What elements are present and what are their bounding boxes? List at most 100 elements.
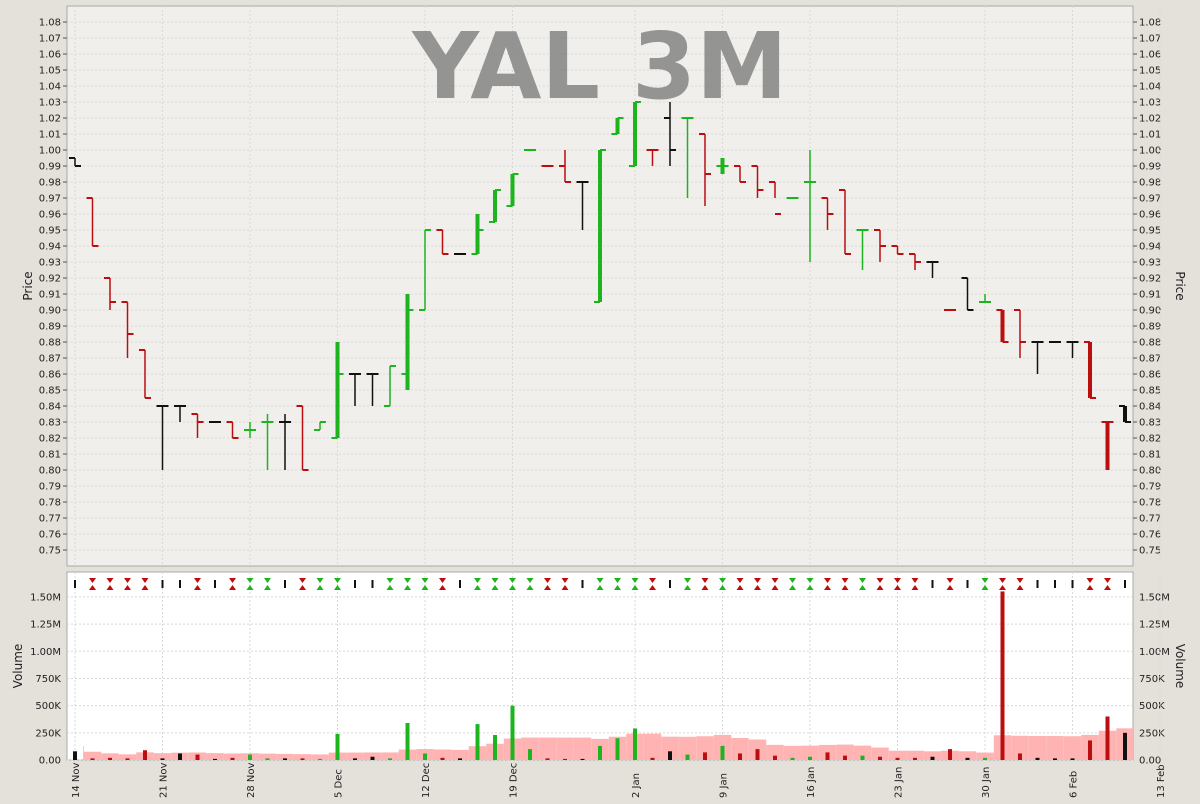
date-tick-label: 6 Feb — [1069, 771, 1080, 798]
up-arrow-marker — [894, 585, 901, 590]
volume-band-upper — [853, 745, 872, 760]
up-arrow-marker — [544, 585, 551, 590]
down-arrow-marker — [631, 578, 639, 583]
down-arrow-marker — [334, 578, 341, 583]
up-arrow-marker — [719, 585, 726, 590]
up-arrow-marker — [596, 585, 604, 590]
volume-tick-label-left: 250K — [35, 728, 61, 739]
price-tick-label-left: 0.95 — [39, 226, 61, 237]
up-arrow-marker — [474, 585, 481, 590]
volume-bar — [895, 757, 900, 760]
volume-bar — [720, 745, 725, 760]
volume-band-upper — [101, 753, 119, 760]
volume-band-upper — [766, 744, 784, 760]
volume-bar — [195, 754, 200, 760]
price-tick-label-left: 0.81 — [39, 450, 61, 461]
volume-band-upper — [801, 745, 819, 760]
price-tick-label-left: 1.08 — [39, 18, 61, 29]
price-tick-label-left: 0.86 — [39, 370, 61, 381]
price-tick-label-left: 1.04 — [39, 82, 61, 93]
price-tick-label-left: 0.99 — [39, 162, 61, 173]
volume-bar — [773, 755, 777, 760]
volume-bar — [1000, 591, 1005, 760]
up-arrow-marker — [561, 585, 569, 590]
volume-axis-title-left: Volume — [11, 644, 25, 689]
price-tick-label-right: 1.02 — [1139, 114, 1161, 125]
price-tick-label-left: 0.75 — [39, 546, 61, 557]
volume-bar — [948, 749, 952, 760]
up-arrow-marker — [736, 585, 744, 590]
down-arrow-marker — [999, 578, 1006, 583]
up-arrow-marker — [1016, 585, 1024, 590]
date-tick-label: 16 Jan — [806, 767, 817, 798]
volume-band-upper — [83, 746, 84, 760]
price-tick-label-right: 0.80 — [1139, 466, 1161, 477]
down-arrow-marker — [981, 578, 989, 583]
volume-tick-label-right: 750K — [1139, 674, 1165, 685]
volume-band-upper — [783, 745, 802, 760]
volume-band-upper — [363, 752, 382, 760]
volume-bar — [983, 757, 987, 760]
date-tick-label: 9 Jan — [719, 773, 730, 798]
volume-band-upper — [888, 750, 907, 760]
price-tick-label-left: 0.88 — [39, 338, 61, 349]
up-arrow-marker — [141, 585, 149, 590]
price-tick-label-right: 0.97 — [1139, 194, 1161, 205]
price-tick-label-right: 0.92 — [1139, 274, 1161, 285]
volume-bar — [510, 705, 515, 760]
price-tick-label-left: 0.96 — [39, 210, 61, 221]
price-tick-label-right: 0.94 — [1139, 242, 1161, 253]
down-arrow-marker — [404, 578, 411, 583]
volume-bar — [843, 755, 847, 760]
up-arrow-marker — [334, 585, 341, 590]
volume-bar — [90, 758, 95, 760]
down-arrow-marker — [754, 578, 761, 583]
up-arrow-marker — [614, 585, 621, 590]
volume-band-upper — [573, 737, 592, 760]
up-arrow-marker — [1104, 585, 1111, 590]
volume-tick-label-left: 500K — [35, 701, 61, 712]
down-arrow-marker — [194, 578, 201, 583]
down-arrow-marker — [439, 578, 446, 583]
volume-band-upper — [451, 749, 469, 760]
volume-bar — [930, 756, 935, 760]
volume-bar — [178, 753, 182, 760]
volume-bar — [668, 751, 672, 760]
volume-panel — [66, 571, 1134, 761]
volume-bar — [615, 738, 620, 760]
volume-band-upper — [643, 733, 662, 760]
volume-bar — [73, 751, 77, 760]
volume-bar — [300, 758, 305, 760]
volume-bar — [825, 752, 830, 760]
volume-band-upper — [538, 737, 557, 760]
price-axis-title-right: Price — [1173, 271, 1187, 300]
volume-bar — [493, 734, 497, 760]
down-arrow-marker — [841, 578, 849, 583]
down-arrow-marker — [89, 578, 96, 583]
up-arrow-marker — [701, 585, 709, 590]
volume-band-upper — [696, 736, 714, 760]
date-tick-label: 19 Dec — [509, 763, 520, 798]
price-tick-label-left: 0.87 — [39, 354, 61, 365]
volume-tick-label-right: 250K — [1139, 728, 1165, 739]
price-tick-label-right: 0.86 — [1139, 370, 1161, 381]
volume-axis-title-right: Volume — [1173, 644, 1187, 689]
down-arrow-marker — [526, 578, 534, 583]
up-arrow-marker — [859, 585, 866, 590]
volume-bar — [1053, 758, 1057, 760]
price-tick-label-right: 0.90 — [1139, 306, 1161, 317]
down-arrow-marker — [701, 578, 709, 583]
price-tick-label-left: 1.03 — [39, 98, 61, 109]
volume-bar — [108, 757, 112, 760]
up-arrow-marker — [106, 585, 114, 590]
up-arrow-marker — [981, 585, 989, 590]
up-arrow-marker — [124, 585, 131, 590]
down-arrow-marker — [421, 578, 429, 583]
up-arrow-marker — [316, 585, 324, 590]
volume-band-upper — [1046, 736, 1064, 760]
volume-bar — [475, 724, 480, 760]
price-tick-label-right: 0.91 — [1139, 290, 1161, 301]
volume-band-upper — [871, 747, 889, 760]
price-tick-label-left: 1.06 — [39, 50, 61, 61]
